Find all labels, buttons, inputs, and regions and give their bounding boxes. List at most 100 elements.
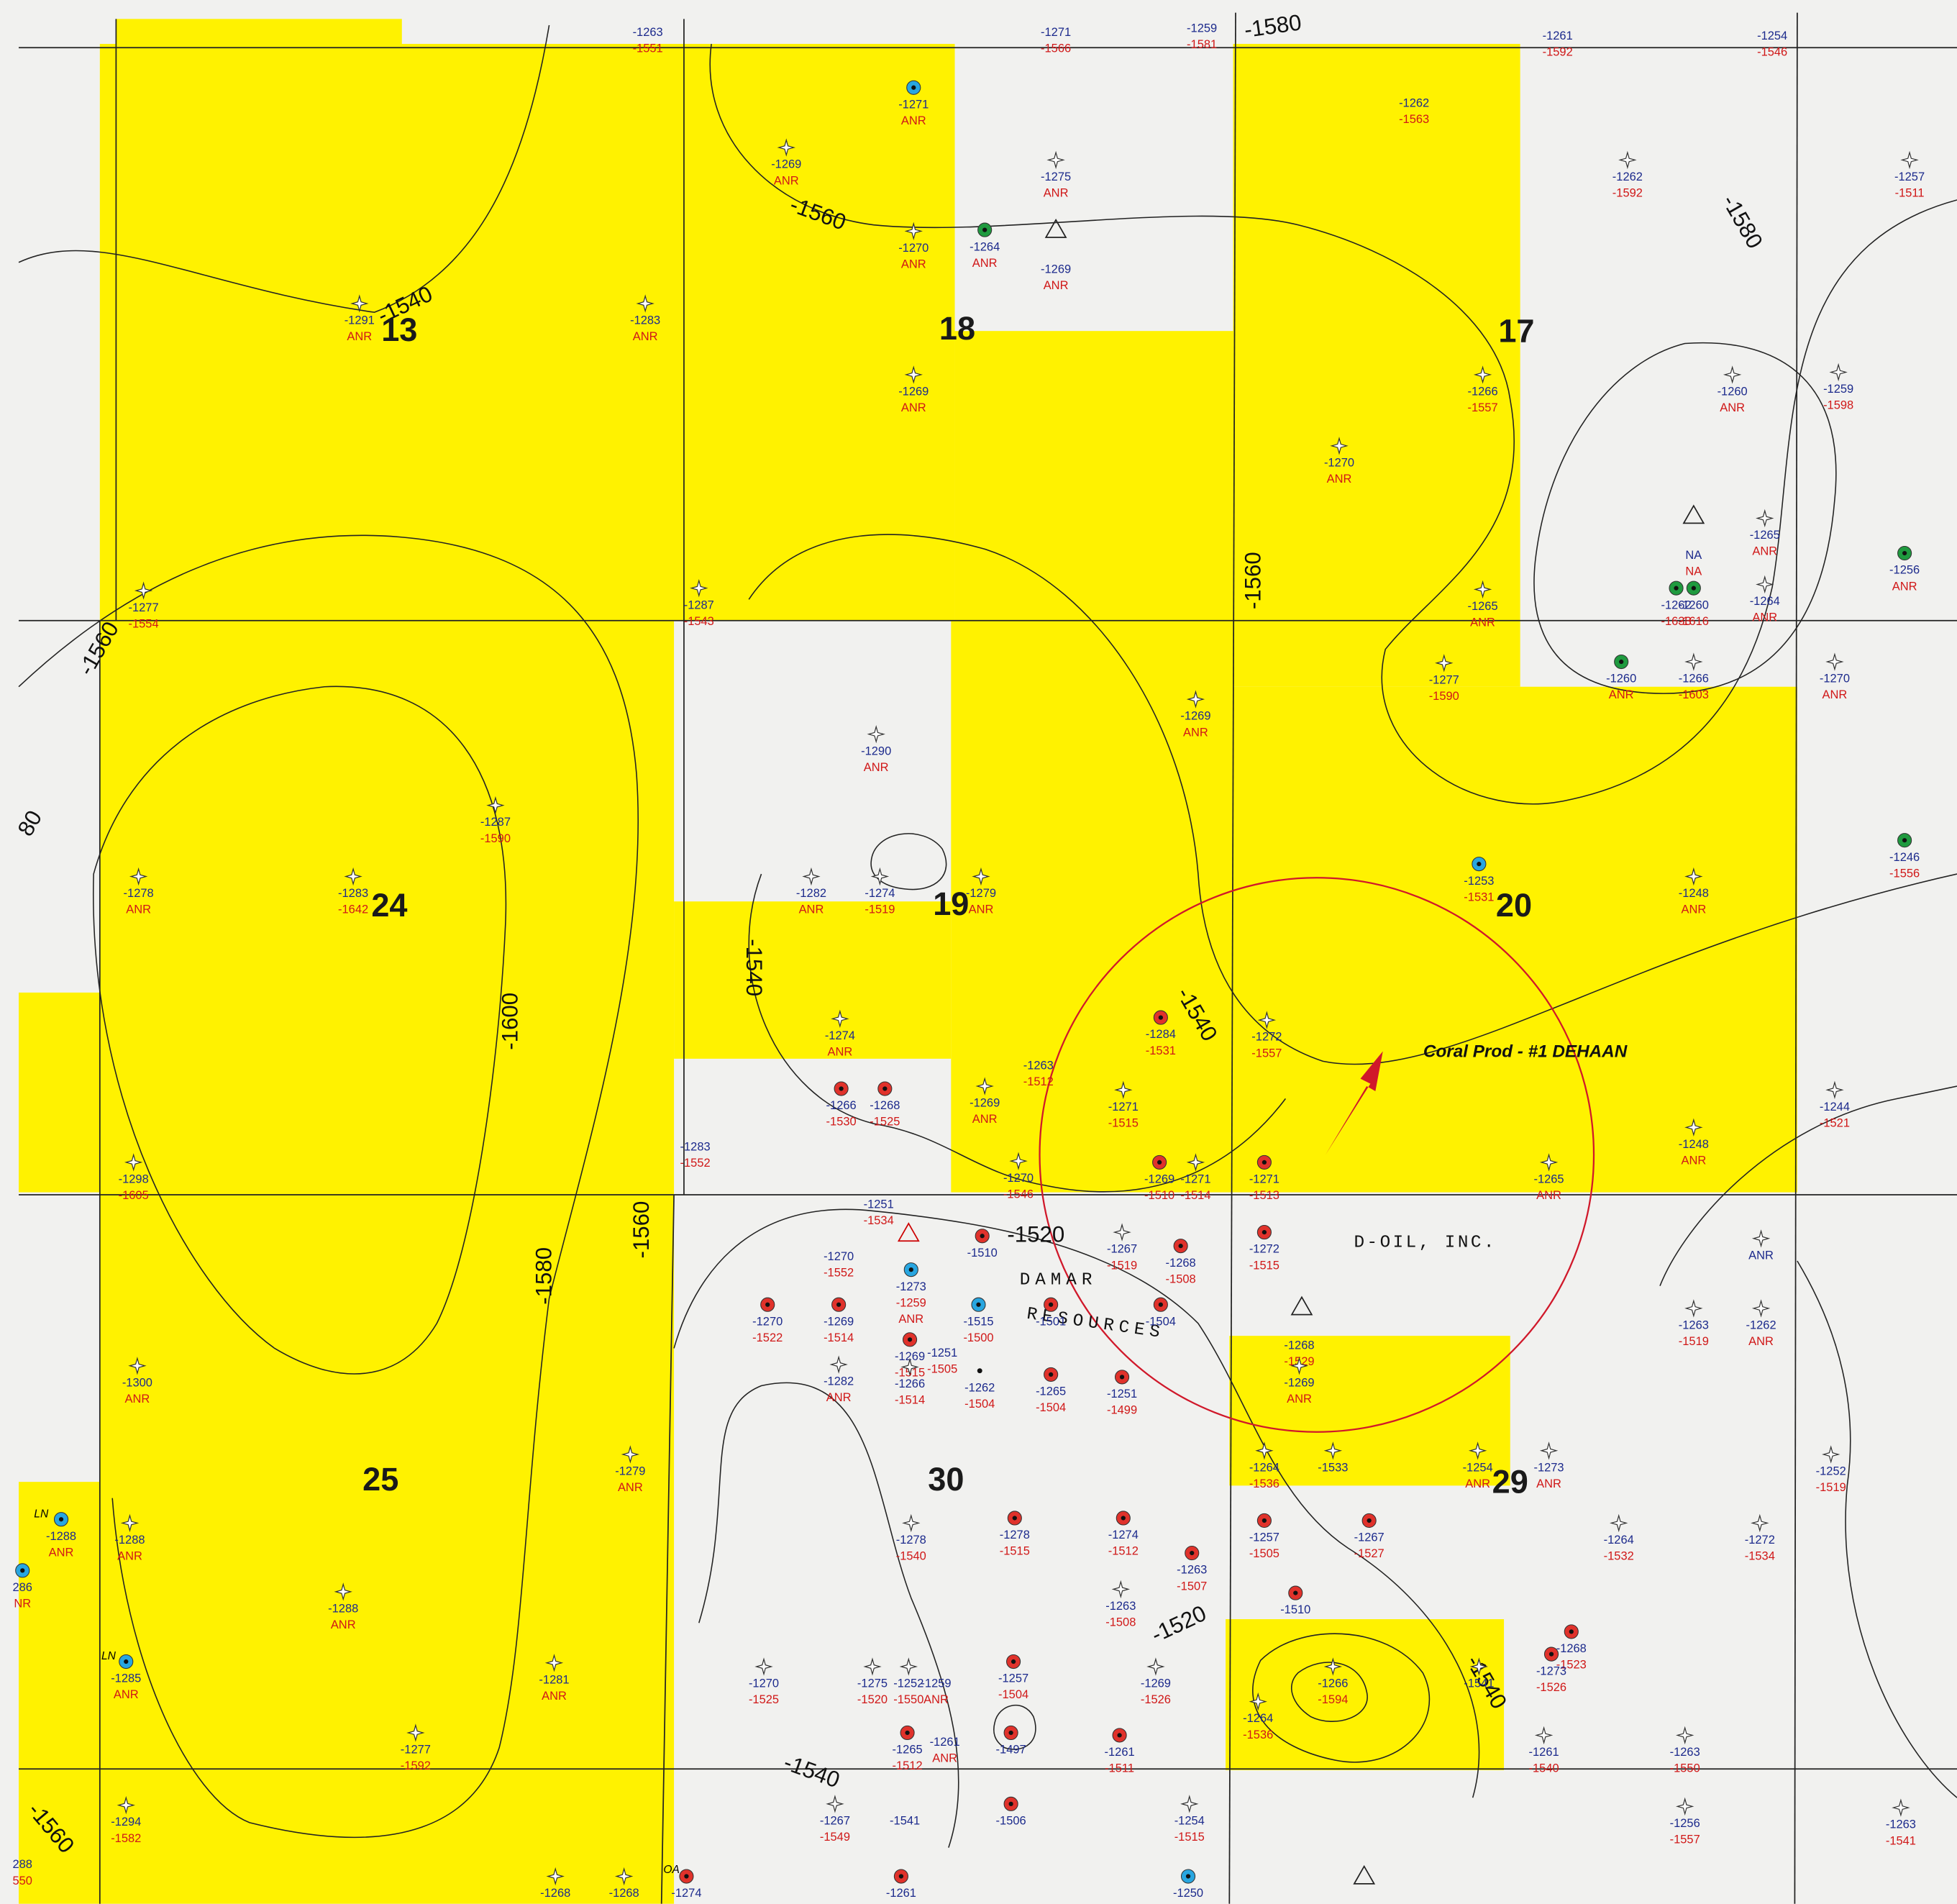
well-label: -1269 [824, 1315, 854, 1328]
well-symbol [1822, 1445, 1840, 1464]
well-label: -1269 [1144, 1173, 1174, 1186]
well-label: -1283 [630, 314, 660, 327]
well-symbol [777, 138, 795, 157]
well-symbol [120, 1513, 140, 1533]
well-label: -1268 [609, 1887, 639, 1900]
well-label: -1278 [1000, 1529, 1030, 1541]
well-label: -1278 [896, 1534, 926, 1547]
well-label: -1546 [1757, 46, 1787, 59]
well-label: -1504 [1036, 1401, 1066, 1414]
well-label: -1536 [1249, 1477, 1279, 1490]
well-symbol [1180, 1795, 1199, 1813]
operator-label: Coral Prod - #1 DEHAAN [1423, 1042, 1628, 1062]
well-symbol [1548, 1652, 1554, 1657]
well-label: ANR [1609, 688, 1634, 701]
well-symbol [1157, 1160, 1162, 1165]
well-label: ANR [633, 330, 658, 343]
well-label: -1270 [749, 1677, 779, 1690]
well-label: -1504 [998, 1688, 1028, 1701]
well-symbol [1534, 1726, 1554, 1745]
section-number: 18 [939, 310, 975, 347]
well-symbol [334, 1582, 352, 1601]
well-symbol [684, 1874, 689, 1879]
well-label: -1581 [1187, 38, 1217, 51]
well-symbol [546, 1867, 565, 1886]
well-label: -1274 [865, 887, 895, 900]
other-label: OA [663, 1864, 680, 1876]
well-label: ANR [1823, 688, 1848, 701]
well-label: -1283 [680, 1140, 711, 1153]
well-label: -1263 [1023, 1060, 1054, 1072]
well-label: -1268 [1166, 1257, 1196, 1270]
company-label: DAMAR [1020, 1270, 1098, 1290]
well-symbol [690, 578, 708, 598]
well-label: -1262 [1612, 170, 1643, 183]
well-symbol [124, 1659, 129, 1664]
well-label: -1505 [927, 1362, 957, 1375]
well-symbol [1676, 1797, 1694, 1816]
section-number: 29 [1492, 1464, 1528, 1500]
well-label: -1514 [1180, 1189, 1210, 1202]
well-label: -1269 [1180, 710, 1210, 723]
radius-circle [1039, 877, 1595, 1433]
location-arrow [1325, 1051, 1383, 1155]
section-number: 25 [362, 1461, 398, 1498]
well-label: -1554 [129, 617, 159, 630]
well-label: ANR [1287, 1393, 1312, 1406]
other-label: LN [101, 1650, 117, 1662]
well-label: -1261 [930, 1736, 960, 1749]
well-label: -1266 [1318, 1677, 1348, 1690]
well-symbol [802, 867, 821, 886]
well-label: -1259 [1187, 22, 1217, 35]
well-label: -1269 [1284, 1376, 1314, 1389]
well-label: -1254 [1174, 1815, 1205, 1828]
well-label: -1563 [1399, 113, 1429, 126]
well-symbol [614, 1867, 634, 1886]
well-symbol [1684, 1299, 1703, 1318]
well-symbol [1751, 1229, 1771, 1248]
well-label: -1284 [1146, 1028, 1176, 1041]
well-label: -1556 [1889, 867, 1920, 880]
well-label: -1531 [1464, 890, 1494, 903]
well-symbol [124, 1153, 143, 1172]
well-symbol [1190, 1550, 1195, 1556]
well-symbol [1892, 1798, 1910, 1817]
well-label: ANR [1044, 279, 1069, 292]
well-symbol [1468, 1441, 1487, 1460]
well-symbol [1113, 1223, 1131, 1242]
other-label: LN [34, 1508, 49, 1520]
well-label: -1273 [1536, 1664, 1566, 1677]
well-label: -1265 [1036, 1385, 1066, 1398]
well-symbol [911, 85, 916, 90]
well-label: -1262 [964, 1381, 995, 1394]
well-symbol [977, 1368, 982, 1374]
well-label: -1285 [111, 1672, 141, 1685]
well-symbol [1367, 1518, 1372, 1523]
well-symbol [1121, 1516, 1126, 1521]
well-label: ANR [864, 761, 889, 774]
well-label: -1270 [824, 1250, 854, 1263]
well-symbol [898, 1874, 904, 1879]
well-label: ANR [969, 903, 994, 916]
well-label: ANR [901, 258, 926, 271]
well-label: -1269 [898, 386, 929, 398]
well-label: -1264 [1249, 1461, 1279, 1474]
well-symbol [1477, 862, 1482, 867]
well-label: -1256 [1670, 1817, 1700, 1830]
well-symbol [344, 867, 362, 886]
well-label: -1250 [1173, 1887, 1203, 1900]
well-label: -1515 [1249, 1259, 1279, 1272]
well-label: -1508 [1105, 1616, 1136, 1629]
well-label: ANR [799, 903, 824, 916]
well-label: -1515 [1000, 1545, 1030, 1558]
company-label: D-OIL, INC. [1354, 1233, 1497, 1252]
well-symbol [831, 1009, 849, 1029]
well-label: ANR [1681, 1154, 1706, 1167]
well-label: -1594 [1318, 1693, 1348, 1706]
well-symbol [1119, 1375, 1125, 1380]
well-symbol [904, 222, 923, 241]
well-label: -1557 [1251, 1047, 1282, 1060]
well-label: 286 [12, 1581, 32, 1594]
well-symbol [1323, 1657, 1343, 1676]
